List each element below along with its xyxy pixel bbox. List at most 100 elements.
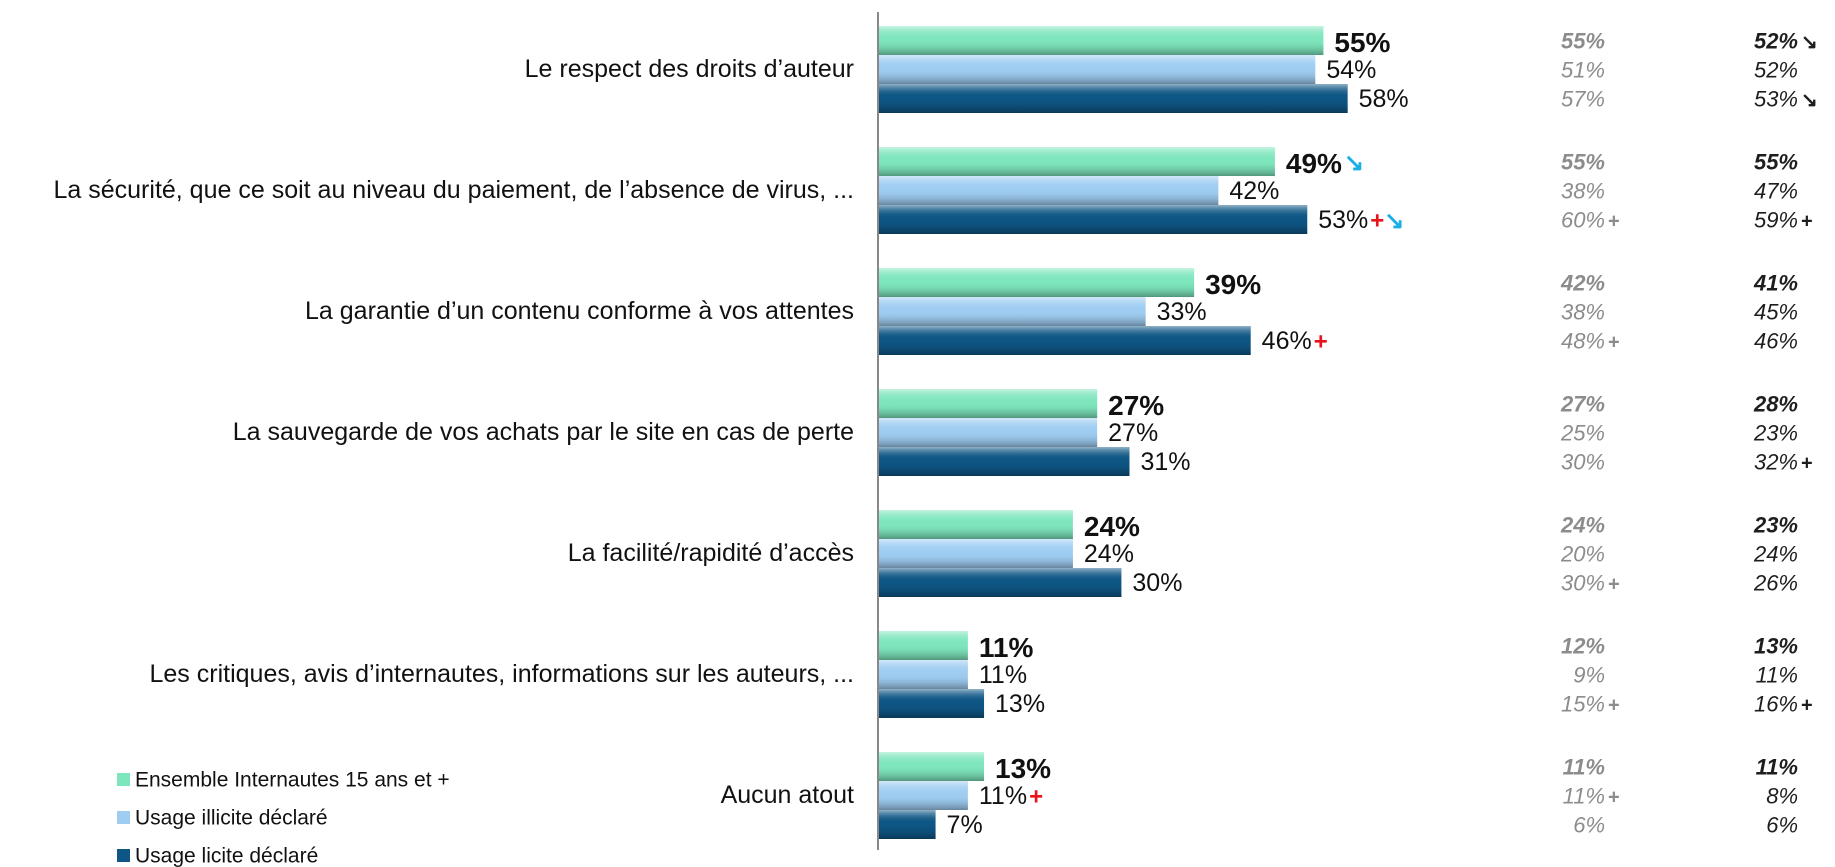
column-value: 52% bbox=[1754, 57, 1798, 82]
column-value: 11% bbox=[1756, 662, 1798, 687]
column-value: 27% bbox=[1560, 391, 1605, 416]
column-value: 38% bbox=[1561, 178, 1605, 203]
bar-shade bbox=[879, 447, 1130, 476]
column-value: 46% bbox=[1754, 328, 1798, 353]
bar-shade bbox=[879, 26, 1324, 55]
column-value: 30% bbox=[1561, 570, 1605, 595]
value-label: 46% bbox=[1262, 327, 1312, 355]
bar-shade bbox=[879, 84, 1348, 113]
column-marker: + bbox=[1608, 574, 1620, 596]
category-label: Le respect des droits d’auteur bbox=[524, 55, 854, 83]
significance-marker: + bbox=[1029, 784, 1043, 811]
bar-shade bbox=[879, 205, 1308, 234]
column-value: 57% bbox=[1561, 86, 1605, 111]
column-value: 55% bbox=[1561, 28, 1605, 53]
column-value: 11% bbox=[1563, 783, 1605, 808]
column-value: 15% bbox=[1561, 691, 1605, 716]
category-label: La facilité/rapidité d’accès bbox=[567, 539, 854, 567]
bar-shade bbox=[879, 418, 1098, 447]
column-marker: ↘ bbox=[1801, 90, 1818, 112]
bar-shade bbox=[879, 326, 1251, 355]
column-marker: + bbox=[1608, 787, 1620, 809]
column-value: 24% bbox=[1753, 541, 1798, 566]
bar-shade bbox=[879, 268, 1195, 297]
bar-shade bbox=[879, 810, 936, 839]
value-label: 11% bbox=[979, 632, 1034, 663]
column-value: 12% bbox=[1561, 633, 1605, 658]
bar-shade bbox=[879, 147, 1275, 176]
column-value: 59% bbox=[1754, 207, 1798, 232]
significance-marker: +↘ bbox=[1370, 208, 1404, 235]
column-value: 38% bbox=[1561, 299, 1605, 324]
column-value: 20% bbox=[1560, 541, 1605, 566]
column-value: 16% bbox=[1754, 691, 1798, 716]
column-marker: + bbox=[1608, 211, 1620, 233]
significance-marker: + bbox=[1314, 329, 1328, 356]
category-label: Les critiques, avis d’internautes, infor… bbox=[149, 660, 855, 688]
legend-label: Usage illicite déclaré bbox=[135, 807, 328, 830]
column-value: 26% bbox=[1753, 570, 1798, 595]
column-value: 55% bbox=[1561, 149, 1605, 174]
column-marker: + bbox=[1801, 695, 1813, 717]
column-value: 23% bbox=[1753, 512, 1798, 537]
column-marker: ↘ bbox=[1801, 32, 1818, 54]
column-value: 11% bbox=[1563, 754, 1605, 779]
value-label: 27% bbox=[1108, 419, 1158, 447]
column-value: 47% bbox=[1754, 178, 1798, 203]
bar-shade bbox=[879, 297, 1146, 326]
bar-shade bbox=[879, 389, 1098, 418]
bar-shade bbox=[879, 631, 968, 660]
legend-swatch bbox=[117, 811, 130, 824]
bar-shade bbox=[879, 539, 1073, 568]
column-value: 41% bbox=[1753, 270, 1798, 295]
value-label: 24% bbox=[1084, 540, 1134, 568]
column-value: 48% bbox=[1561, 328, 1605, 353]
column-marker: + bbox=[1608, 695, 1620, 717]
value-label: 33% bbox=[1157, 298, 1207, 326]
column-marker: + bbox=[1608, 332, 1620, 354]
bar-shade bbox=[879, 781, 968, 810]
column-value: 30% bbox=[1561, 449, 1605, 474]
value-label: 31% bbox=[1140, 448, 1190, 476]
bar-shade bbox=[879, 689, 985, 718]
column-value: 52% bbox=[1754, 28, 1798, 53]
column-marker: + bbox=[1801, 211, 1813, 233]
legend-label: Usage licite déclaré bbox=[135, 845, 318, 867]
value-label: 24% bbox=[1084, 511, 1140, 542]
legend-swatch bbox=[117, 773, 130, 786]
column-value: 32% bbox=[1754, 449, 1798, 474]
bar-shade bbox=[879, 568, 1122, 597]
category-label: La sécurité, que ce soit au niveau du pa… bbox=[53, 176, 855, 204]
bar-shade bbox=[879, 752, 985, 781]
bar-shade bbox=[879, 176, 1219, 205]
column-value: 6% bbox=[1766, 812, 1798, 837]
value-label: 11% bbox=[979, 661, 1027, 689]
value-label: 13% bbox=[995, 690, 1045, 718]
value-label: 7% bbox=[947, 811, 983, 839]
column-value: 25% bbox=[1560, 420, 1605, 445]
column-value: 60% bbox=[1561, 207, 1605, 232]
value-label: 53% bbox=[1318, 206, 1368, 234]
column-value: 28% bbox=[1753, 391, 1798, 416]
value-label: 11% bbox=[979, 782, 1027, 810]
category-label: Aucun atout bbox=[720, 781, 854, 809]
bar-shade bbox=[879, 55, 1316, 84]
legend-label: Ensemble Internautes 15 ans et + bbox=[135, 769, 450, 792]
value-label: 30% bbox=[1132, 569, 1182, 597]
value-label: 55% bbox=[1334, 27, 1390, 58]
value-label: 13% bbox=[995, 753, 1051, 784]
value-label: 27% bbox=[1108, 390, 1164, 421]
column-value: 55% bbox=[1754, 149, 1798, 174]
significance-marker: ↘ bbox=[1344, 150, 1364, 177]
value-label: 58% bbox=[1359, 85, 1409, 113]
category-label: La sauvegarde de vos achats par le site … bbox=[232, 418, 854, 446]
value-label: 39% bbox=[1205, 269, 1261, 300]
column-value: 24% bbox=[1560, 512, 1605, 537]
column-value: 23% bbox=[1753, 420, 1798, 445]
column-value: 8% bbox=[1766, 783, 1798, 808]
legend-swatch bbox=[117, 849, 130, 862]
column-value: 9% bbox=[1573, 662, 1605, 687]
column-marker: + bbox=[1801, 453, 1813, 475]
